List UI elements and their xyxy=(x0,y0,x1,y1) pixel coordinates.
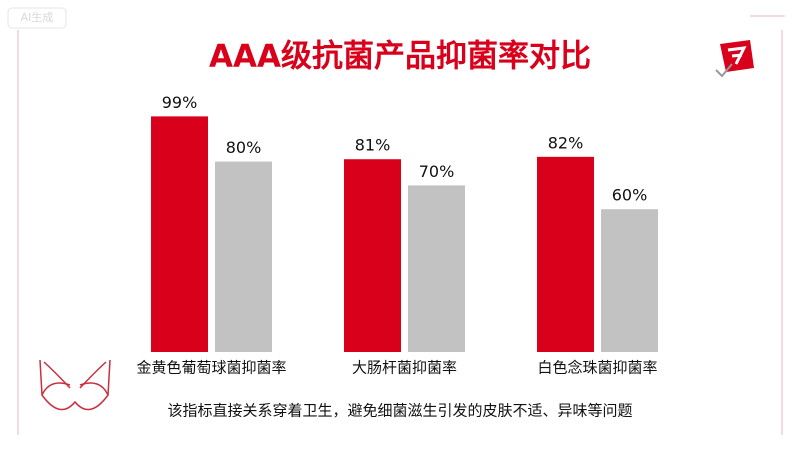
bar xyxy=(408,185,465,352)
caption: 该指标直接关系穿着卫生，避免细菌滋生引发的皮肤不适、异味等问题 xyxy=(167,402,632,420)
data-label: 70% xyxy=(419,162,455,181)
data-label: 80% xyxy=(226,138,262,157)
x-tick-label: 白色念珠菌抑菌率 xyxy=(537,359,657,377)
bra-icon xyxy=(39,359,111,411)
bar xyxy=(344,159,401,352)
data-label: 81% xyxy=(355,136,391,155)
bar xyxy=(537,156,594,352)
chart-title: AAA级抗菌产品抑菌率对比 xyxy=(209,39,591,75)
logo xyxy=(715,40,754,78)
watermark-box xyxy=(7,7,67,29)
bar xyxy=(151,116,208,352)
bar xyxy=(601,209,658,352)
bar xyxy=(215,161,272,352)
x-tick-label: 金黄色葡萄球菌抑菌率 xyxy=(136,359,286,377)
data-label: 82% xyxy=(548,133,584,152)
data-label: 99% xyxy=(162,93,198,112)
watermark: AI生成 xyxy=(21,10,54,24)
data-label: 60% xyxy=(612,186,648,205)
x-tick-label: 大肠杆菌抑菌率 xyxy=(352,359,457,377)
